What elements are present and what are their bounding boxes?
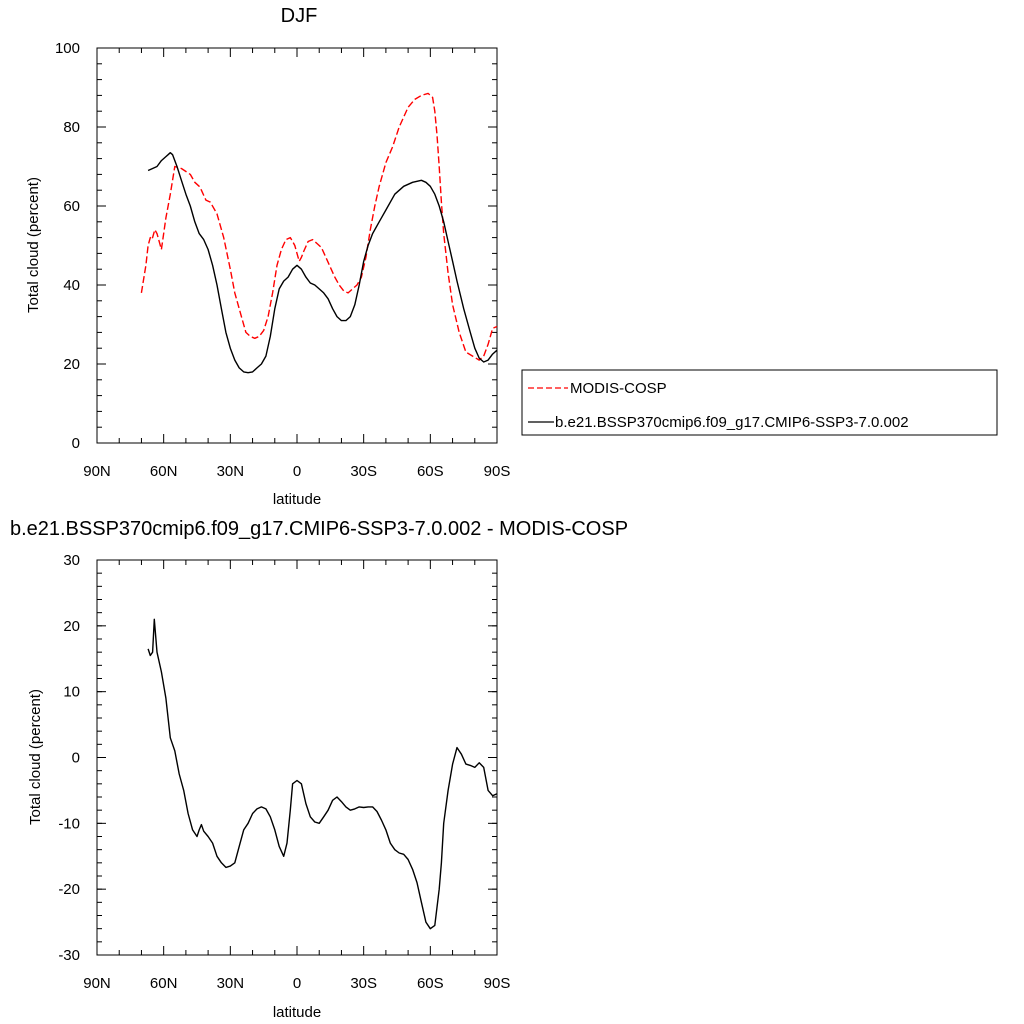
legend-label-model: b.e21.BSSP370cmip6.f09_g17.CMIP6-SSP3-7.…	[555, 414, 909, 431]
x-axis-label: latitude	[273, 1004, 321, 1021]
series-group	[140, 92, 498, 374]
x-axis-label: latitude	[273, 491, 321, 508]
chart-title: DJF	[281, 5, 318, 27]
y-tick-label: 60	[63, 198, 80, 215]
y-axis-label: Total cloud (percent)	[25, 177, 42, 313]
x-tick-label: 60N	[150, 975, 178, 992]
x-tick-label: 0	[293, 463, 301, 480]
y-tick-label: 20	[63, 618, 80, 635]
series-group	[147, 618, 498, 930]
tick-group: 90N 60N 30N 0 30S 60S 90S -30 -20 -10 0 10 20 30	[58, 552, 510, 992]
plot-frame	[96, 47, 498, 444]
legend-label-modis: MODIS-COSP	[570, 380, 667, 397]
y-tick-label: 10	[63, 684, 80, 701]
y-tick-label: -30	[58, 947, 80, 964]
plot-frame	[96, 559, 498, 956]
x-tick-label: 0	[293, 975, 301, 992]
chart-title: b.e21.BSSP370cmip6.f09_g17.CMIP6-SSP3-7.…	[10, 518, 628, 540]
y-tick-label: 20	[63, 356, 80, 373]
x-tick-label: 90S	[484, 463, 511, 480]
x-tick-label: 30N	[217, 463, 245, 480]
y-tick-label: -10	[58, 815, 80, 832]
x-tick-label: 30S	[350, 975, 377, 992]
legend-box	[521, 369, 998, 436]
y-tick-label: 80	[63, 119, 80, 136]
series-line-modis	[140, 92, 498, 361]
x-tick-label: 60N	[150, 463, 178, 480]
tick-group: 90N 60N 30N 0 30S 60S 90S 0 20 40 60 80 100	[55, 40, 510, 480]
x-tick-label: 30S	[350, 463, 377, 480]
panel-top: DJF 90N 60N 30N 0 30S 60S 90S 0 20 40 60 80 100 lati…	[25, 5, 998, 508]
y-axis-label: Total cloud (percent)	[27, 689, 44, 825]
x-tick-label: 60S	[417, 463, 444, 480]
series-line-model	[147, 618, 498, 930]
y-tick-label: -20	[58, 881, 80, 898]
y-tick-label: 0	[72, 435, 80, 452]
x-tick-label: 90N	[83, 975, 111, 992]
x-tick-label: 60S	[417, 975, 444, 992]
legend: MODIS-COSP b.e21.BSSP370cmip6.f09_g17.CM…	[521, 369, 998, 436]
panel-bottom: b.e21.BSSP370cmip6.f09_g17.CMIP6-SSP3-7.…	[10, 518, 628, 1021]
y-tick-label: 30	[63, 552, 80, 569]
x-tick-label: 90N	[83, 463, 111, 480]
x-tick-label: 90S	[484, 975, 511, 992]
y-tick-label: 40	[63, 277, 80, 294]
x-tick-label: 30N	[217, 975, 245, 992]
series-line-model	[147, 151, 498, 374]
y-tick-label: 0	[72, 750, 80, 767]
y-tick-label: 100	[55, 40, 80, 57]
